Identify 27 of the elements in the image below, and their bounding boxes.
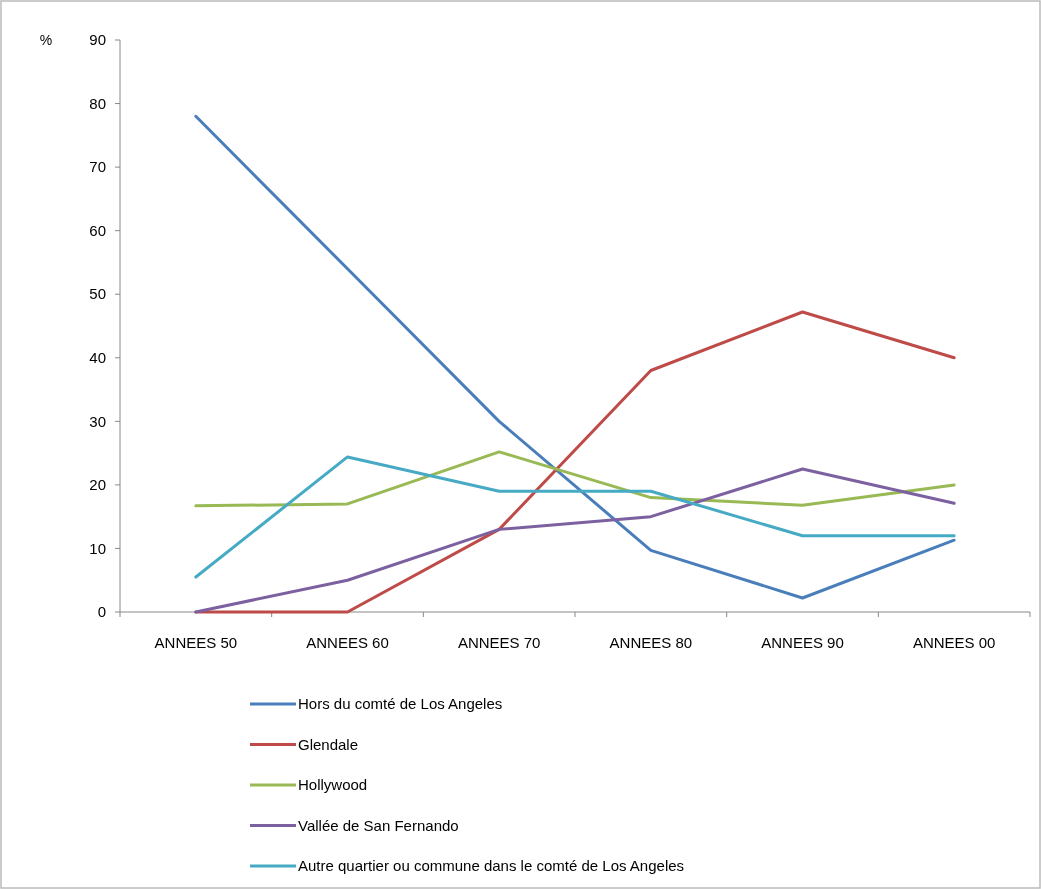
legend-label: Glendale (298, 735, 359, 753)
line-series (194, 467, 956, 614)
line-series (194, 450, 956, 508)
x-tick-label: ANNEES 70 (457, 634, 541, 651)
y-tick-label: 20 (89, 476, 106, 494)
x-tick-label: ANNEES 60 (306, 634, 389, 651)
y-tick-label: 10 (89, 539, 106, 557)
y-tick-label: 80 (89, 94, 106, 112)
line-series (194, 310, 956, 614)
line-series (194, 455, 956, 579)
x-tick-label: ANNEES 80 (609, 634, 693, 651)
y-tick-label: 90 (89, 31, 106, 49)
y-tick-label: 50 (89, 285, 106, 303)
legend-label: Autre quartier ou commune dans le comté de Los Angeles (298, 857, 685, 875)
legend-label: Hollywood (298, 776, 368, 794)
line-series (194, 114, 956, 600)
y-tick-label: 70 (89, 158, 106, 176)
y-axis-title: % (39, 31, 53, 48)
y-tick-label: 0 (97, 603, 106, 621)
x-tick-label: ANNEES 00 (912, 634, 996, 651)
legend-label: Vallée de San Fernando (298, 816, 459, 834)
y-tick-label: 60 (89, 221, 106, 239)
legend-label: Hors du comté de Los Angeles (298, 695, 503, 713)
x-tick-label: ANNEES 90 (761, 634, 844, 651)
x-tick-label: ANNEES 50 (154, 634, 238, 651)
y-tick-label: 40 (89, 349, 106, 367)
y-tick-label: 30 (89, 412, 106, 430)
